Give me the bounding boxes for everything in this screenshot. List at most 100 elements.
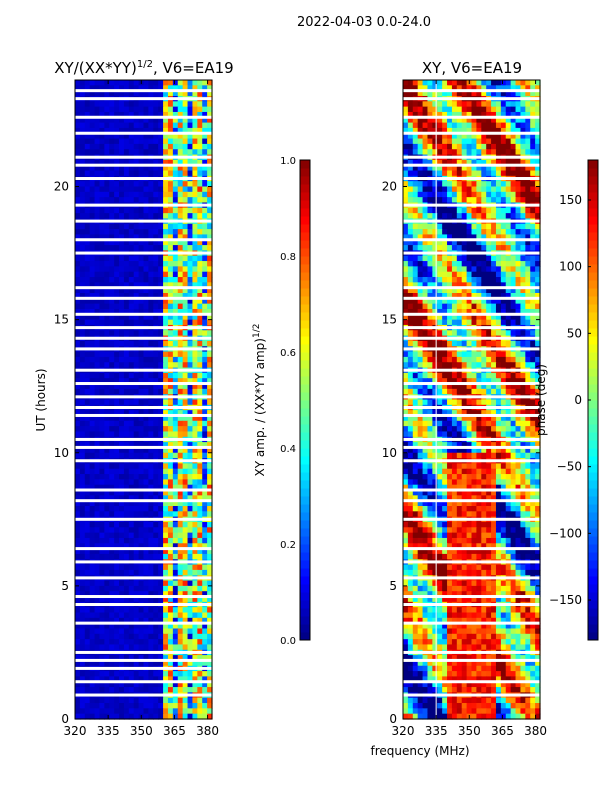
heatmap-cell bbox=[447, 298, 453, 305]
heatmap-cell bbox=[128, 122, 135, 129]
heatmap-cell bbox=[471, 90, 477, 97]
heatmap-cell bbox=[495, 308, 502, 315]
heatmap-cell bbox=[486, 138, 492, 145]
heatmap-cell bbox=[515, 282, 522, 289]
heatmap-cell bbox=[471, 298, 477, 305]
heatmap-cell bbox=[119, 479, 125, 486]
heatmap-cell bbox=[172, 681, 179, 688]
heatmap-cell bbox=[94, 133, 101, 140]
heatmap-cell bbox=[197, 229, 203, 236]
heatmap-cell bbox=[495, 106, 502, 113]
heatmap-cell bbox=[456, 90, 463, 97]
heatmap-cell bbox=[486, 298, 492, 305]
heatmap-cell bbox=[192, 303, 198, 310]
heatmap-cell bbox=[99, 223, 105, 230]
heatmap-cell bbox=[187, 308, 194, 315]
heatmap-cell bbox=[182, 703, 189, 709]
heatmap-cell bbox=[94, 521, 101, 528]
heatmap-cell bbox=[495, 287, 502, 294]
heatmap-cell bbox=[167, 149, 174, 156]
heatmap-cell bbox=[202, 585, 208, 592]
heatmap-cell bbox=[461, 159, 468, 166]
heatmap-cell bbox=[114, 671, 120, 677]
heatmap-cell bbox=[163, 676, 169, 683]
heatmap-cell bbox=[481, 340, 487, 347]
heatmap-cell bbox=[138, 293, 145, 299]
heatmap-cell bbox=[99, 234, 105, 241]
heatmap-cell bbox=[153, 500, 159, 507]
heatmap-cell bbox=[138, 197, 145, 204]
heatmap-cell bbox=[143, 388, 149, 395]
heatmap-cell bbox=[104, 623, 110, 630]
heatmap-cell bbox=[79, 314, 86, 321]
heatmap-cell bbox=[89, 415, 96, 422]
heatmap-cell bbox=[207, 138, 213, 145]
heatmap-cell bbox=[133, 617, 140, 624]
heatmap-cell bbox=[187, 282, 194, 289]
heatmap-cell bbox=[197, 340, 203, 347]
heatmap-cell bbox=[197, 197, 203, 204]
heatmap-cell bbox=[79, 463, 86, 470]
heatmap-cell bbox=[187, 191, 194, 198]
heatmap-cell bbox=[172, 628, 179, 635]
heatmap-cell bbox=[412, 106, 419, 113]
heatmap-cell bbox=[75, 521, 81, 528]
heatmap-cell bbox=[138, 474, 145, 480]
heatmap-cell bbox=[466, 213, 473, 220]
heatmap-cell bbox=[79, 298, 86, 305]
heatmap-cell bbox=[94, 415, 101, 422]
heatmap-cell bbox=[114, 500, 120, 507]
heatmap-cell bbox=[403, 90, 409, 97]
heatmap-cell bbox=[530, 261, 536, 267]
heatmap-cell bbox=[202, 628, 208, 635]
heatmap-cell bbox=[79, 303, 86, 310]
heatmap-cell bbox=[128, 287, 135, 294]
heatmap-cell bbox=[530, 170, 536, 177]
heatmap-cell bbox=[75, 585, 81, 592]
heatmap-cell bbox=[177, 372, 184, 379]
heatmap-cell bbox=[500, 181, 507, 188]
heatmap-cell bbox=[515, 207, 522, 214]
heatmap-cell bbox=[182, 138, 189, 145]
heatmap-cell bbox=[177, 596, 184, 603]
heatmap-cell bbox=[207, 298, 213, 305]
colorbar-segment bbox=[300, 440, 310, 449]
heatmap-cell bbox=[515, 85, 522, 92]
heatmap-cell bbox=[520, 186, 526, 193]
heatmap-cell bbox=[158, 372, 164, 379]
heatmap-cell bbox=[99, 356, 105, 363]
heatmap-cell bbox=[167, 644, 174, 651]
heatmap-cell bbox=[119, 639, 125, 646]
heatmap-cell bbox=[114, 261, 120, 267]
heatmap-cell bbox=[491, 271, 497, 278]
heatmap-cell bbox=[163, 143, 169, 150]
heatmap-cell bbox=[197, 431, 203, 438]
heatmap-cell bbox=[143, 468, 149, 475]
heatmap-cell bbox=[143, 410, 149, 417]
heatmap-cell bbox=[128, 543, 135, 550]
heatmap-cell bbox=[403, 197, 409, 204]
heatmap-cell bbox=[187, 617, 194, 624]
heatmap-cell bbox=[114, 639, 120, 646]
heatmap-cell bbox=[442, 287, 448, 294]
heatmap-cell bbox=[432, 266, 438, 273]
heatmap-cell bbox=[79, 234, 86, 241]
heatmap-cell bbox=[75, 239, 81, 246]
heatmap-cell bbox=[515, 287, 522, 294]
heatmap-cell bbox=[109, 671, 115, 677]
heatmap-cell bbox=[515, 356, 522, 363]
heatmap-cell bbox=[520, 122, 526, 129]
heatmap-cell bbox=[119, 452, 125, 459]
heatmap-cell bbox=[481, 277, 487, 283]
colorbar-segment bbox=[300, 360, 310, 369]
heatmap-cell bbox=[89, 484, 96, 491]
heatmap-cell bbox=[128, 117, 135, 124]
heatmap-cell bbox=[143, 282, 149, 289]
heatmap-cell bbox=[187, 255, 194, 262]
heatmap-cell bbox=[158, 388, 164, 395]
colorbar-segment bbox=[300, 416, 310, 425]
heatmap-cell bbox=[182, 207, 189, 214]
heatmap-cell bbox=[143, 351, 149, 358]
heatmap-cell bbox=[94, 186, 101, 193]
heatmap-cell bbox=[79, 362, 86, 369]
